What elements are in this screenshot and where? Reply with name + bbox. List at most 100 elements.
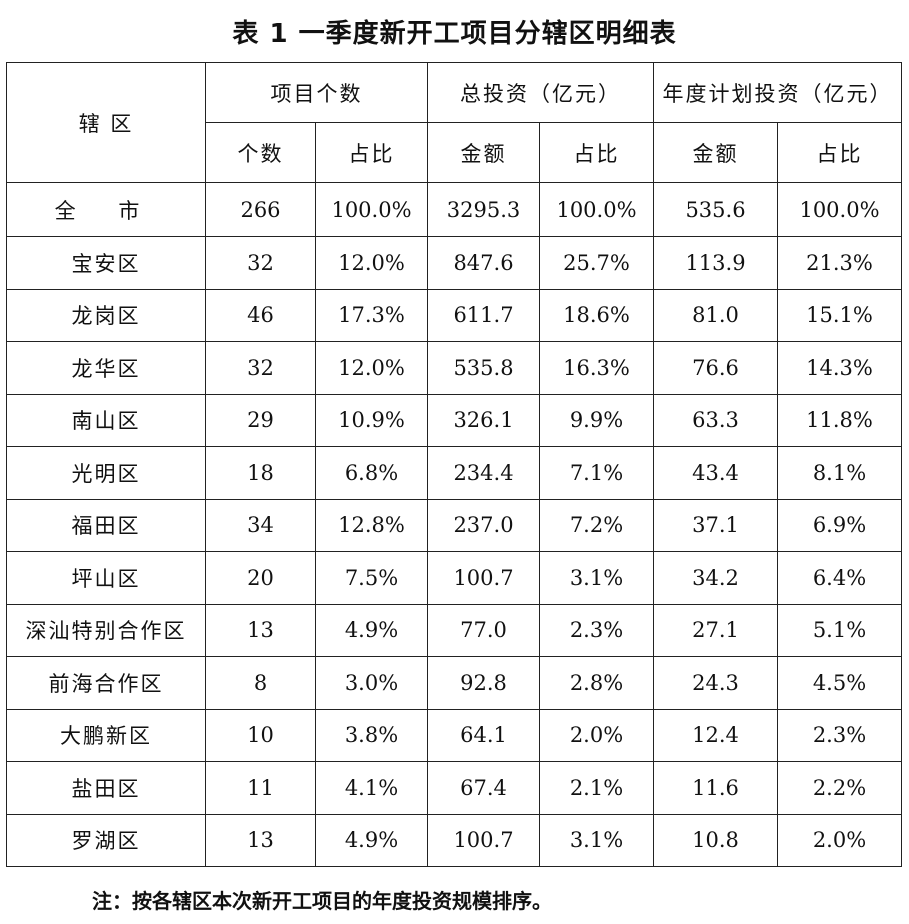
table-row: 宝安区 32 12.0% 847.6 25.7% 113.9 21.3% (6, 236, 902, 290)
total-count: 266 (205, 182, 316, 237)
table-footnote: 注：按各辖区本次新开工项目的年度投资规模排序。 (92, 889, 552, 913)
header-project-count: 项目个数 (205, 62, 428, 123)
district-name: 南山区 (6, 393, 206, 447)
plan-share: 4.5% (777, 656, 902, 710)
header-total-investment: 总投资（亿元） (427, 62, 654, 123)
plan-share: 21.3% (777, 236, 902, 290)
investment-share: 7.1% (539, 446, 654, 500)
table-row: 前海合作区 8 3.0% 92.8 2.8% 24.3 4.5% (6, 656, 902, 710)
total-row: 全 市 266 100.0% 3295.3 100.0% 535.6 100.0… (6, 182, 902, 237)
investment-share: 2.3% (539, 603, 654, 657)
district-name: 龙岗区 (6, 288, 206, 342)
plan-amount: 113.9 (653, 236, 778, 290)
project-count-share: 12.8% (315, 498, 428, 552)
project-count: 29 (205, 393, 316, 447)
total-count-share: 100.0% (315, 182, 428, 237)
plan-share: 11.8% (777, 393, 902, 447)
investment-share: 2.1% (539, 761, 654, 815)
investment-share: 3.1% (539, 551, 654, 605)
project-count: 32 (205, 236, 316, 290)
investment-amount: 67.4 (427, 761, 540, 815)
plan-amount: 11.6 (653, 761, 778, 815)
project-count-share: 17.3% (315, 288, 428, 342)
project-count-share: 12.0% (315, 236, 428, 290)
investment-amount: 535.8 (427, 341, 540, 395)
project-count-share: 7.5% (315, 551, 428, 605)
investment-share: 18.6% (539, 288, 654, 342)
project-count: 11 (205, 761, 316, 815)
total-invest-share: 100.0% (539, 182, 654, 237)
project-count: 20 (205, 551, 316, 605)
project-count: 46 (205, 288, 316, 342)
project-count-share: 12.0% (315, 341, 428, 395)
district-name: 前海合作区 (6, 656, 206, 710)
project-count-share: 4.1% (315, 761, 428, 815)
district-name: 深汕特别合作区 (6, 603, 206, 657)
table-row: 坪山区 20 7.5% 100.7 3.1% 34.2 6.4% (6, 551, 902, 605)
district-name: 坪山区 (6, 551, 206, 605)
plan-amount: 27.1 (653, 603, 778, 657)
investment-amount: 77.0 (427, 603, 540, 657)
district-name: 福田区 (6, 498, 206, 552)
district-name: 罗湖区 (6, 813, 206, 867)
total-plan: 535.6 (653, 182, 778, 237)
plan-amount: 10.8 (653, 813, 778, 867)
district-name: 光明区 (6, 446, 206, 500)
total-invest: 3295.3 (427, 182, 540, 237)
table-row: 大鹏新区 10 3.8% 64.1 2.0% 12.4 2.3% (6, 708, 902, 762)
plan-amount: 81.0 (653, 288, 778, 342)
plan-amount: 76.6 (653, 341, 778, 395)
plan-amount: 63.3 (653, 393, 778, 447)
investment-amount: 92.8 (427, 656, 540, 710)
district-name: 大鹏新区 (6, 708, 206, 762)
table-row: 盐田区 11 4.1% 67.4 2.1% 11.6 2.2% (6, 761, 902, 815)
project-count: 34 (205, 498, 316, 552)
investment-share: 2.0% (539, 708, 654, 762)
header-row-group: 辖 区 项目个数 总投资（亿元） 年度计划投资（亿元） (6, 62, 902, 183)
plan-share: 6.4% (777, 551, 902, 605)
header-count-share: 占比 (315, 122, 428, 183)
plan-amount: 37.1 (653, 498, 778, 552)
project-count-share: 4.9% (315, 603, 428, 657)
project-count: 13 (205, 813, 316, 867)
investment-amount: 100.7 (427, 813, 540, 867)
table-row: 龙岗区 46 17.3% 611.7 18.6% 81.0 15.1% (6, 288, 902, 342)
plan-amount: 34.2 (653, 551, 778, 605)
investment-share: 7.2% (539, 498, 654, 552)
header-annual-plan-investment: 年度计划投资（亿元） (653, 62, 902, 123)
table-row: 光明区 18 6.8% 234.4 7.1% 43.4 8.1% (6, 446, 902, 500)
plan-share: 2.3% (777, 708, 902, 762)
project-count: 32 (205, 341, 316, 395)
header-invest-share: 占比 (539, 122, 654, 183)
total-plan-share: 100.0% (777, 182, 902, 237)
project-count: 18 (205, 446, 316, 500)
project-count-share: 4.9% (315, 813, 428, 867)
district-name: 宝安区 (6, 236, 206, 290)
investment-amount: 847.6 (427, 236, 540, 290)
district-detail-table: 辖 区 项目个数 总投资（亿元） 年度计划投资（亿元） 个数 占比 金额 占比 … (6, 62, 902, 867)
plan-amount: 43.4 (653, 446, 778, 500)
header-count: 个数 (205, 122, 316, 183)
investment-amount: 234.4 (427, 446, 540, 500)
header-district: 辖 区 (6, 62, 206, 183)
project-count-share: 3.8% (315, 708, 428, 762)
project-count-share: 6.8% (315, 446, 428, 500)
table-row: 南山区 29 10.9% 326.1 9.9% 63.3 11.8% (6, 393, 902, 447)
plan-share: 6.9% (777, 498, 902, 552)
plan-share: 8.1% (777, 446, 902, 500)
plan-share: 2.0% (777, 813, 902, 867)
header-plan-amount: 金额 (653, 122, 778, 183)
header-invest-amount: 金额 (427, 122, 540, 183)
investment-share: 9.9% (539, 393, 654, 447)
investment-amount: 237.0 (427, 498, 540, 552)
plan-share: 5.1% (777, 603, 902, 657)
plan-share: 15.1% (777, 288, 902, 342)
investment-amount: 64.1 (427, 708, 540, 762)
total-label: 全 市 (6, 182, 206, 237)
investment-share: 2.8% (539, 656, 654, 710)
investment-share: 16.3% (539, 341, 654, 395)
project-count-share: 3.0% (315, 656, 428, 710)
project-count-share: 10.9% (315, 393, 428, 447)
investment-amount: 611.7 (427, 288, 540, 342)
investment-amount: 326.1 (427, 393, 540, 447)
